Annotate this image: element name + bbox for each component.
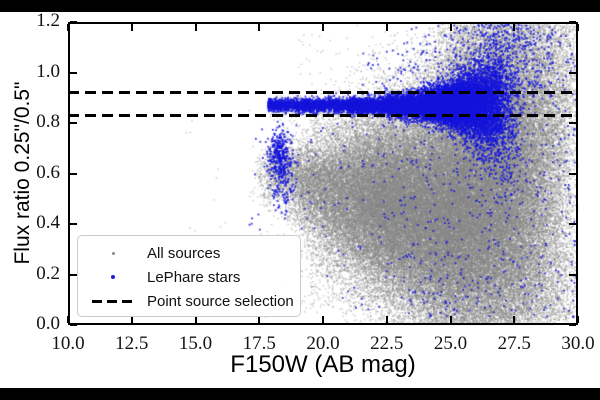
letterbox-bar-bottom — [0, 388, 600, 400]
legend-dot-icon — [92, 275, 134, 279]
x-tick-bottom — [577, 316, 579, 323]
y-tick-label: 1.0 — [36, 60, 60, 82]
y-axis-label: Flux ratio 0.25"/0.5" — [11, 81, 34, 265]
legend-marker — [111, 251, 115, 255]
y-tick-left — [70, 122, 77, 124]
x-tick-label: 22.5 — [370, 333, 404, 354]
legend-label: All sources — [147, 244, 221, 262]
x-tick-top — [130, 24, 133, 31]
legend-item: Point source selection — [78, 289, 300, 313]
x-tick-label: 25.0 — [433, 333, 468, 354]
x-tick-top — [513, 24, 516, 31]
legend-label: Point source selection — [147, 292, 294, 310]
y-tick-left — [70, 21, 77, 23]
y-tick-right — [569, 21, 576, 23]
legend-box: All sources LePhare stars Point source sel… — [77, 235, 301, 317]
legend-marker — [92, 299, 134, 303]
y-tick-left — [70, 273, 77, 276]
x-tick-bottom — [385, 316, 388, 323]
y-tick-right — [569, 223, 576, 225]
legend-item: LePhare stars — [78, 265, 300, 289]
y-tick-left — [70, 172, 77, 175]
x-axis-label: F150W (AB mag) — [230, 351, 416, 378]
x-tick-label: 10.0 — [51, 333, 85, 354]
y-tick-left — [70, 324, 77, 326]
x-tick-top — [577, 24, 579, 31]
legend-dot-icon — [92, 251, 134, 255]
legend-rows: All sources LePhare stars Point source sel… — [78, 241, 300, 313]
x-tick-label: 12.5 — [115, 333, 149, 354]
point-source-selection-line — [68, 113, 578, 117]
y-tick-right — [569, 71, 576, 74]
x-tick-bottom — [194, 316, 197, 323]
x-tick-bottom — [67, 316, 69, 323]
y-tick-left — [70, 223, 77, 225]
x-tick-top — [67, 24, 69, 31]
y-tick-label: 0.4 — [36, 212, 60, 233]
legend-label: LePhare stars — [147, 268, 241, 286]
y-tick-label: 0.6 — [36, 161, 60, 183]
x-tick-label: 20.0 — [306, 333, 340, 354]
legend-marker — [111, 275, 115, 279]
x-tick-label: 15.0 — [178, 333, 213, 354]
y-tick-label: 0.8 — [36, 111, 60, 132]
y-tick-label: 0.2 — [36, 262, 60, 284]
legend-dashed-line-icon — [92, 299, 134, 303]
y-tick-right — [569, 172, 576, 175]
x-tick-bottom — [449, 316, 452, 323]
x-tick-top — [322, 24, 324, 31]
x-tick-top — [258, 24, 261, 31]
x-tick-bottom — [258, 316, 261, 323]
x-tick-bottom — [513, 316, 516, 323]
y-tick-right — [569, 273, 576, 276]
x-tick-label: 27.5 — [497, 333, 531, 354]
y-tick-right — [569, 122, 576, 124]
y-tick-left — [70, 71, 77, 74]
x-tick-bottom — [130, 316, 133, 323]
y-tick-label: 1.2 — [36, 10, 60, 31]
y-tick-right — [569, 324, 576, 326]
x-tick-label: 30.0 — [561, 333, 595, 354]
x-tick-top — [449, 24, 452, 31]
point-source-selection-line — [68, 91, 578, 95]
legend-item: All sources — [78, 241, 300, 265]
x-tick-bottom — [322, 316, 324, 323]
y-tick-label: 0.0 — [36, 313, 60, 334]
x-tick-top — [194, 24, 197, 31]
letterbox-bar-top — [0, 0, 600, 12]
x-tick-top — [385, 24, 388, 31]
x-tick-label: 17.5 — [242, 333, 276, 354]
